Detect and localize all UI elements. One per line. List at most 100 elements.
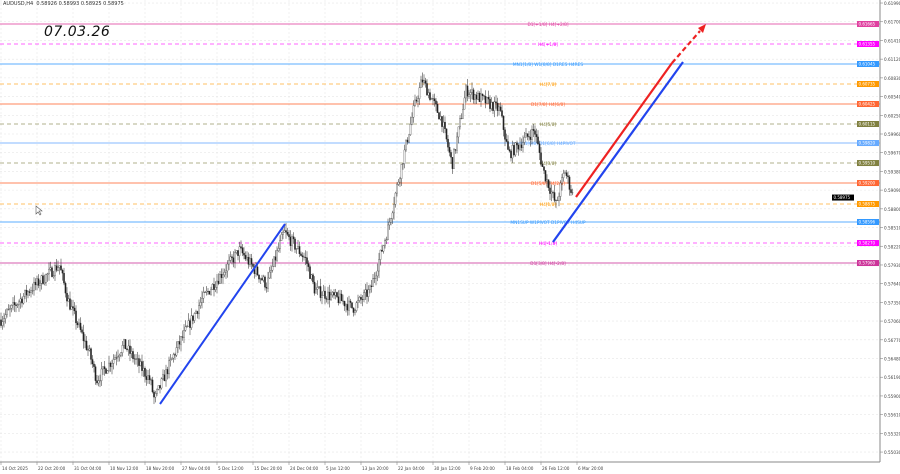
candle-body xyxy=(531,129,533,140)
candle-body xyxy=(376,270,379,277)
candle-body xyxy=(36,278,38,286)
candle xyxy=(387,218,389,241)
candle xyxy=(496,97,499,117)
candle-body xyxy=(160,378,163,389)
candle xyxy=(22,293,25,305)
candle xyxy=(427,88,430,99)
candle xyxy=(336,291,338,299)
candle xyxy=(274,250,277,268)
trendline-current[interactable] xyxy=(552,61,684,243)
x-tick-label: 26 Feb 12:00 xyxy=(542,466,570,471)
candle xyxy=(189,318,191,336)
candle xyxy=(367,285,370,302)
candle xyxy=(279,235,281,253)
forecast-arrow-solid[interactable] xyxy=(575,62,673,198)
trendline-past[interactable] xyxy=(159,223,286,405)
candle xyxy=(235,250,238,255)
candle-body xyxy=(408,134,410,143)
candle-body xyxy=(214,287,217,290)
candle xyxy=(219,271,221,284)
candle xyxy=(177,341,179,353)
candle-body xyxy=(412,105,415,118)
candle-body xyxy=(183,330,185,338)
candle-body xyxy=(72,306,74,309)
candle xyxy=(19,293,22,309)
candle xyxy=(273,256,275,268)
y-tick-label: 0.55900 xyxy=(884,394,900,399)
candle xyxy=(270,264,272,279)
candle xyxy=(63,267,65,286)
candle-body xyxy=(181,336,184,338)
candle-body xyxy=(262,276,265,281)
candle xyxy=(532,124,535,138)
candle xyxy=(163,369,166,382)
candle-body xyxy=(457,126,460,138)
price-axis[interactable]: 0.61990 0.61700 0.61410 0.61120 0.60830 0.605… xyxy=(880,1,900,455)
candle xyxy=(406,137,409,145)
candle xyxy=(207,288,209,296)
candle xyxy=(237,250,239,261)
price-tag-label: 0.61665 xyxy=(859,22,876,27)
candle xyxy=(99,374,101,388)
candle-body xyxy=(430,98,433,100)
level-label: D1[7/8] H4[6/8] xyxy=(531,102,565,108)
candle xyxy=(370,279,373,293)
candle xyxy=(178,335,181,350)
candle xyxy=(507,135,509,150)
candle xyxy=(390,217,392,226)
candle-body xyxy=(423,80,425,83)
candle-body xyxy=(378,259,380,272)
price-tag xyxy=(857,81,879,87)
candle xyxy=(447,135,449,152)
candle xyxy=(184,320,187,332)
candle-body xyxy=(511,145,514,159)
candle-body xyxy=(132,351,134,359)
candle-body xyxy=(481,93,484,96)
candle-body xyxy=(69,298,71,310)
candle xyxy=(408,134,410,144)
candle-body xyxy=(285,230,287,233)
candle xyxy=(180,335,182,352)
candle-body xyxy=(351,302,353,309)
forecast-arrow-dashed[interactable] xyxy=(671,30,701,64)
candle xyxy=(249,253,251,267)
candle xyxy=(81,326,83,334)
candle xyxy=(280,231,283,241)
candle xyxy=(120,352,122,358)
candle xyxy=(363,289,365,303)
candle-body xyxy=(223,272,226,276)
level-label: MN1SUP W1PIVOT D1PIVOT H4SUP xyxy=(510,220,586,226)
candle-body xyxy=(550,191,553,194)
candle-body xyxy=(492,102,494,111)
candle-body xyxy=(346,304,349,311)
candle-body xyxy=(565,172,568,176)
candle xyxy=(372,273,374,287)
drawn-objects[interactable] xyxy=(159,24,706,405)
candle-body xyxy=(28,291,31,293)
candle-body xyxy=(391,212,394,219)
candle-body xyxy=(268,271,271,279)
candle xyxy=(352,307,355,317)
candle xyxy=(426,79,428,96)
candle xyxy=(360,294,362,304)
candle xyxy=(30,286,32,298)
price-tag-label: 0.57960 xyxy=(859,261,876,266)
candle-body xyxy=(256,266,259,276)
candle xyxy=(246,251,248,262)
candle-body xyxy=(199,302,202,306)
candle xyxy=(454,149,457,154)
candle-body xyxy=(109,362,112,367)
candle-body xyxy=(96,380,98,384)
candle xyxy=(328,284,331,308)
candle-body xyxy=(258,274,260,280)
candle-body xyxy=(129,345,131,354)
candle xyxy=(126,348,128,352)
candle-body xyxy=(484,96,487,104)
candle-body xyxy=(384,240,386,246)
y-tick-label: 0.61990 xyxy=(884,1,900,6)
candle-body xyxy=(453,149,455,169)
candle-body xyxy=(363,292,365,300)
candle-body xyxy=(267,277,269,289)
time-axis[interactable]: 14 Oct 2025 22 Oct 20:00 31 Oct 04:00 10 No… xyxy=(0,462,604,471)
